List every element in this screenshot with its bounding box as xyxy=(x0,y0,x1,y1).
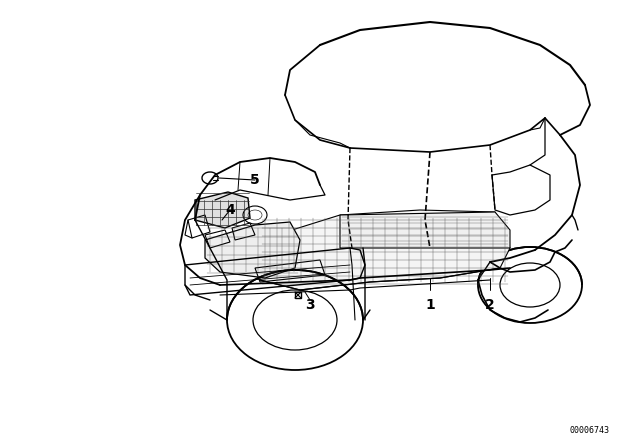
Text: 4: 4 xyxy=(225,203,235,217)
Text: 3: 3 xyxy=(305,298,315,312)
Polygon shape xyxy=(195,192,250,228)
Polygon shape xyxy=(205,222,300,278)
Text: 00006743: 00006743 xyxy=(570,426,610,435)
Text: 2: 2 xyxy=(485,298,495,312)
Text: 1: 1 xyxy=(425,298,435,312)
Polygon shape xyxy=(340,212,510,248)
Polygon shape xyxy=(260,210,510,290)
Text: 5: 5 xyxy=(250,173,260,187)
